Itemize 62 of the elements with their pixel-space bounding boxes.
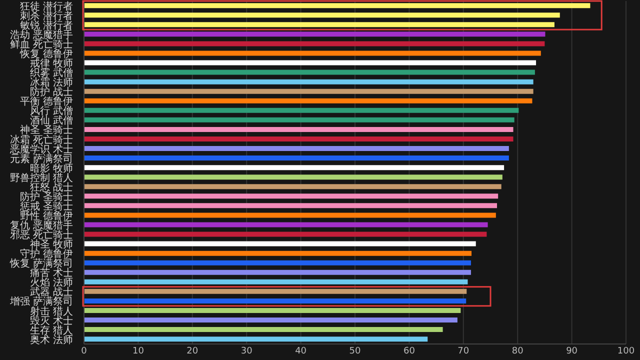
x-tick-label: 50 xyxy=(349,346,361,356)
y-tick-label: 狂徒 潜行者 xyxy=(20,0,73,12)
x-tick-label: 40 xyxy=(295,346,307,356)
bar xyxy=(84,270,471,275)
bar xyxy=(84,136,514,142)
bar xyxy=(84,318,458,323)
bar xyxy=(84,212,496,218)
bar xyxy=(84,50,541,56)
x-tick-label: 10 xyxy=(132,346,144,356)
y-tick-label: 防护 圣骑士 xyxy=(20,190,73,203)
bar xyxy=(84,79,534,84)
bar xyxy=(84,41,545,46)
y-tick-label: 暗影 牧师 xyxy=(30,162,73,174)
bar xyxy=(84,336,428,342)
x-tick-label: 20 xyxy=(186,346,198,356)
bar xyxy=(84,308,461,313)
bar xyxy=(84,260,471,266)
x-tick-label: 100 xyxy=(617,346,635,356)
x-tick-label: 80 xyxy=(512,346,524,356)
bar xyxy=(84,288,467,294)
y-tick-label: 奥术 法师 xyxy=(30,334,73,346)
bar xyxy=(84,12,560,18)
x-tick-label: 70 xyxy=(458,346,470,356)
bar xyxy=(84,88,534,94)
bar xyxy=(84,203,498,208)
bar xyxy=(84,165,504,170)
y-tick-label: 毁灭 术士 xyxy=(30,314,73,327)
bar xyxy=(84,146,509,152)
bar xyxy=(84,126,514,132)
y-tick-label: 敏锐 潜行者 xyxy=(20,19,73,32)
bar xyxy=(84,108,519,113)
x-tick-label: 90 xyxy=(566,346,578,356)
bar xyxy=(84,298,466,304)
bar xyxy=(84,232,487,237)
x-tick-label: 30 xyxy=(240,346,253,356)
bar xyxy=(84,241,476,246)
bar xyxy=(84,70,535,75)
y-tick-label: 刺杀 潜行者 xyxy=(20,10,73,22)
y-tick-label: 野兽控制 猎人 xyxy=(10,172,73,184)
x-tick-label: 0 xyxy=(81,346,88,356)
bar xyxy=(84,98,532,104)
bar xyxy=(84,156,509,161)
bar xyxy=(84,3,590,8)
y-tick-label: 元素 萨满祭司 xyxy=(10,152,73,165)
bar xyxy=(84,279,468,284)
bar xyxy=(84,327,443,332)
bar xyxy=(84,250,472,256)
x-tick-label: 60 xyxy=(403,346,416,356)
y-tick-label: 生存 猎人 xyxy=(30,324,73,336)
y-tick-label: 射击 猎人 xyxy=(30,305,73,318)
bar xyxy=(84,22,554,28)
y-tick-label: 野性 德鲁伊 xyxy=(20,210,73,222)
bar xyxy=(84,32,546,37)
bar xyxy=(84,117,514,122)
bar xyxy=(84,184,502,190)
bar xyxy=(84,174,502,180)
y-tick-label: 惩戒 圣骑士 xyxy=(18,200,73,212)
y-tick-label: 狂怒 战士 xyxy=(30,181,73,194)
y-tick-label: 冰霜 死亡骑士 xyxy=(10,134,73,146)
bar xyxy=(84,194,498,199)
bar xyxy=(84,222,488,228)
bar xyxy=(84,60,536,66)
